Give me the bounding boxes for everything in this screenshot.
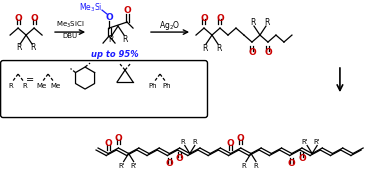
Text: O: O bbox=[123, 6, 131, 15]
Text: R: R bbox=[9, 83, 14, 89]
Text: R: R bbox=[216, 44, 222, 53]
Text: R: R bbox=[108, 35, 114, 44]
Text: R: R bbox=[16, 43, 22, 52]
Text: R: R bbox=[250, 18, 256, 27]
Text: Ph: Ph bbox=[163, 83, 171, 89]
Text: Ph: Ph bbox=[149, 83, 158, 89]
Text: O: O bbox=[264, 48, 272, 57]
Text: O: O bbox=[237, 133, 244, 143]
Text: DBU: DBU bbox=[63, 33, 78, 39]
Text: O: O bbox=[114, 133, 122, 143]
Text: up to 95%: up to 95% bbox=[91, 50, 139, 59]
Text: R: R bbox=[122, 35, 128, 44]
Text: R': R' bbox=[302, 139, 309, 145]
Text: R: R bbox=[180, 139, 185, 145]
Text: O: O bbox=[200, 14, 208, 22]
Text: R': R' bbox=[130, 163, 137, 169]
Text: =: = bbox=[26, 75, 34, 85]
Text: O: O bbox=[105, 13, 113, 22]
Text: O: O bbox=[227, 139, 234, 148]
Text: O: O bbox=[30, 14, 38, 22]
FancyBboxPatch shape bbox=[1, 60, 207, 118]
Text: O: O bbox=[248, 48, 256, 57]
Text: R': R' bbox=[118, 163, 125, 169]
Text: Me$_3$SiCl: Me$_3$SiCl bbox=[56, 20, 84, 30]
Text: R: R bbox=[30, 43, 36, 52]
Text: R: R bbox=[254, 163, 258, 169]
Text: Me$_3$Si: Me$_3$Si bbox=[79, 2, 102, 14]
Text: O: O bbox=[216, 14, 224, 22]
Text: R: R bbox=[202, 44, 208, 53]
Text: O: O bbox=[288, 159, 296, 168]
Text: O: O bbox=[14, 14, 22, 22]
Text: O: O bbox=[298, 153, 306, 163]
Text: Me: Me bbox=[50, 83, 60, 89]
Text: R: R bbox=[242, 163, 246, 169]
Text: O: O bbox=[165, 159, 173, 168]
Text: O: O bbox=[104, 139, 112, 148]
Text: R: R bbox=[23, 83, 27, 89]
Text: R': R' bbox=[314, 139, 321, 145]
Text: R: R bbox=[264, 18, 270, 27]
Text: Ag$_2$O: Ag$_2$O bbox=[159, 19, 181, 32]
Text: O: O bbox=[176, 153, 183, 163]
Text: Me: Me bbox=[36, 83, 46, 89]
Text: R: R bbox=[192, 139, 197, 145]
